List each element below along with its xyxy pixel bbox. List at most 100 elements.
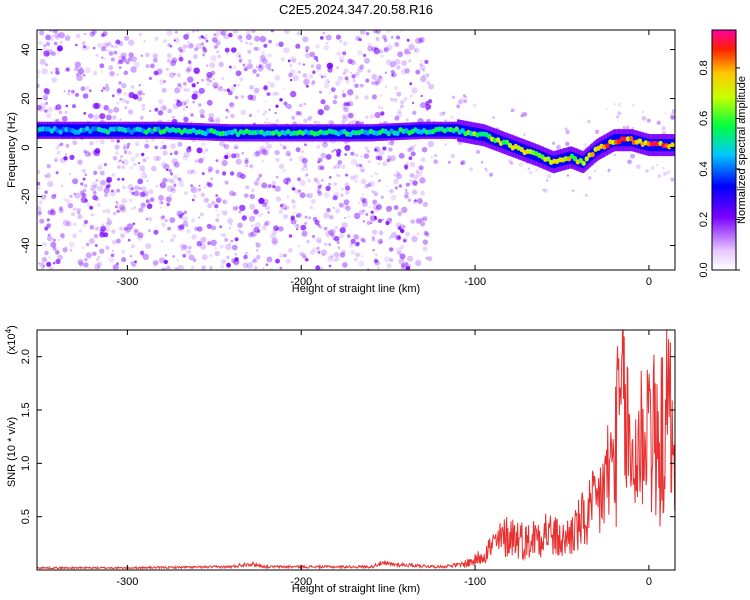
noise-dot bbox=[96, 202, 101, 207]
noise-dot bbox=[425, 107, 429, 111]
noise-dot bbox=[58, 110, 63, 115]
noise-dot bbox=[364, 183, 369, 189]
noise-dot bbox=[194, 47, 199, 52]
ridge-core bbox=[590, 151, 595, 158]
colorbar-tick-label: 0.8 bbox=[698, 60, 710, 75]
noise-dot bbox=[209, 266, 213, 270]
noise-dot bbox=[259, 35, 267, 43]
noise-dot bbox=[405, 265, 411, 270]
noise-dot bbox=[55, 67, 60, 72]
noise-dot bbox=[44, 101, 48, 106]
noise-dot bbox=[92, 70, 98, 76]
noise-dot bbox=[551, 141, 556, 145]
noise-dot bbox=[317, 109, 324, 116]
noise-dot bbox=[148, 76, 152, 80]
noise-dot bbox=[167, 58, 172, 63]
noise-dot bbox=[427, 256, 433, 262]
spectrogram-frame bbox=[36, 29, 676, 271]
noise-dot bbox=[145, 139, 150, 144]
noise-dot bbox=[391, 72, 397, 78]
noise-dot bbox=[413, 174, 419, 180]
noise-dot bbox=[343, 68, 349, 74]
noise-dot bbox=[283, 30, 290, 34]
noise-dot bbox=[170, 188, 177, 194]
noise-dot bbox=[148, 189, 154, 195]
noise-dot bbox=[140, 192, 145, 197]
noise-dot bbox=[321, 141, 329, 148]
noise-dot bbox=[216, 213, 221, 217]
noise-dot bbox=[83, 149, 87, 154]
noise-dot bbox=[670, 115, 675, 120]
noise-dot bbox=[101, 89, 104, 92]
noise-dot bbox=[328, 243, 332, 247]
noise-dot bbox=[408, 145, 414, 151]
noise-dot bbox=[323, 212, 330, 219]
noise-dot bbox=[337, 246, 341, 249]
noise-dot bbox=[670, 112, 675, 117]
noise-dot bbox=[451, 95, 456, 100]
noise-dot bbox=[137, 178, 144, 185]
noise-dot bbox=[95, 178, 99, 183]
noise-dot bbox=[275, 43, 278, 47]
noise-dot bbox=[153, 260, 159, 266]
noise-dot bbox=[341, 187, 344, 191]
noise-dot bbox=[130, 207, 134, 211]
noise-dot bbox=[376, 173, 379, 176]
noise-dot bbox=[321, 75, 324, 79]
noise-dot bbox=[346, 112, 352, 118]
noise-dot bbox=[198, 87, 205, 94]
noise-dot bbox=[76, 74, 83, 82]
noise-dot bbox=[95, 264, 101, 270]
noise-dot bbox=[342, 202, 349, 210]
noise-dot bbox=[86, 202, 91, 207]
noise-dot bbox=[419, 63, 423, 67]
noise-dot bbox=[408, 59, 412, 63]
noise-dot bbox=[309, 115, 313, 119]
noise-dot bbox=[125, 100, 130, 105]
noise-dot bbox=[420, 94, 423, 98]
noise-dot bbox=[419, 64, 426, 71]
noise-dot bbox=[305, 45, 310, 51]
noise-dot bbox=[177, 47, 181, 51]
noise-dot bbox=[89, 225, 95, 230]
noise-dot bbox=[43, 50, 50, 57]
noise-dot bbox=[268, 108, 271, 111]
noise-dot bbox=[232, 206, 238, 211]
noise-dot bbox=[402, 224, 406, 229]
noise-dot bbox=[420, 60, 423, 63]
noise-dot bbox=[394, 42, 400, 47]
noise-dot bbox=[384, 47, 388, 52]
noise-dot bbox=[262, 149, 269, 156]
noise-dot bbox=[566, 174, 570, 177]
noise-dot bbox=[158, 194, 164, 201]
noise-dot bbox=[170, 152, 173, 156]
noise-dot bbox=[55, 35, 60, 41]
noise-dot bbox=[122, 146, 126, 150]
noise-dot bbox=[182, 253, 187, 258]
noise-dot bbox=[197, 226, 203, 232]
noise-dot bbox=[260, 54, 266, 61]
noise-dot bbox=[274, 149, 280, 156]
noise-dot bbox=[58, 255, 64, 260]
noise-dot bbox=[361, 198, 368, 204]
noise-dot bbox=[43, 96, 48, 101]
noise-dot bbox=[344, 182, 350, 188]
noise-dot bbox=[38, 40, 43, 45]
noise-dot bbox=[214, 44, 219, 49]
noise-dot bbox=[119, 118, 122, 121]
noise-dot bbox=[342, 41, 348, 46]
noise-dot bbox=[376, 204, 382, 210]
noise-dot bbox=[95, 53, 99, 57]
noise-dot bbox=[222, 200, 226, 203]
noise-dot bbox=[211, 201, 216, 205]
noise-dot bbox=[297, 111, 303, 116]
noise-dot bbox=[114, 205, 118, 209]
noise-dot bbox=[283, 169, 287, 173]
noise-dot bbox=[271, 180, 277, 186]
noise-dot bbox=[162, 105, 168, 111]
noise-dot bbox=[162, 39, 167, 44]
noise-dot bbox=[337, 165, 340, 169]
noise-dot bbox=[206, 71, 213, 79]
spectrogram-y-tick-label: 20 bbox=[20, 92, 32, 104]
noise-dot bbox=[263, 85, 268, 91]
